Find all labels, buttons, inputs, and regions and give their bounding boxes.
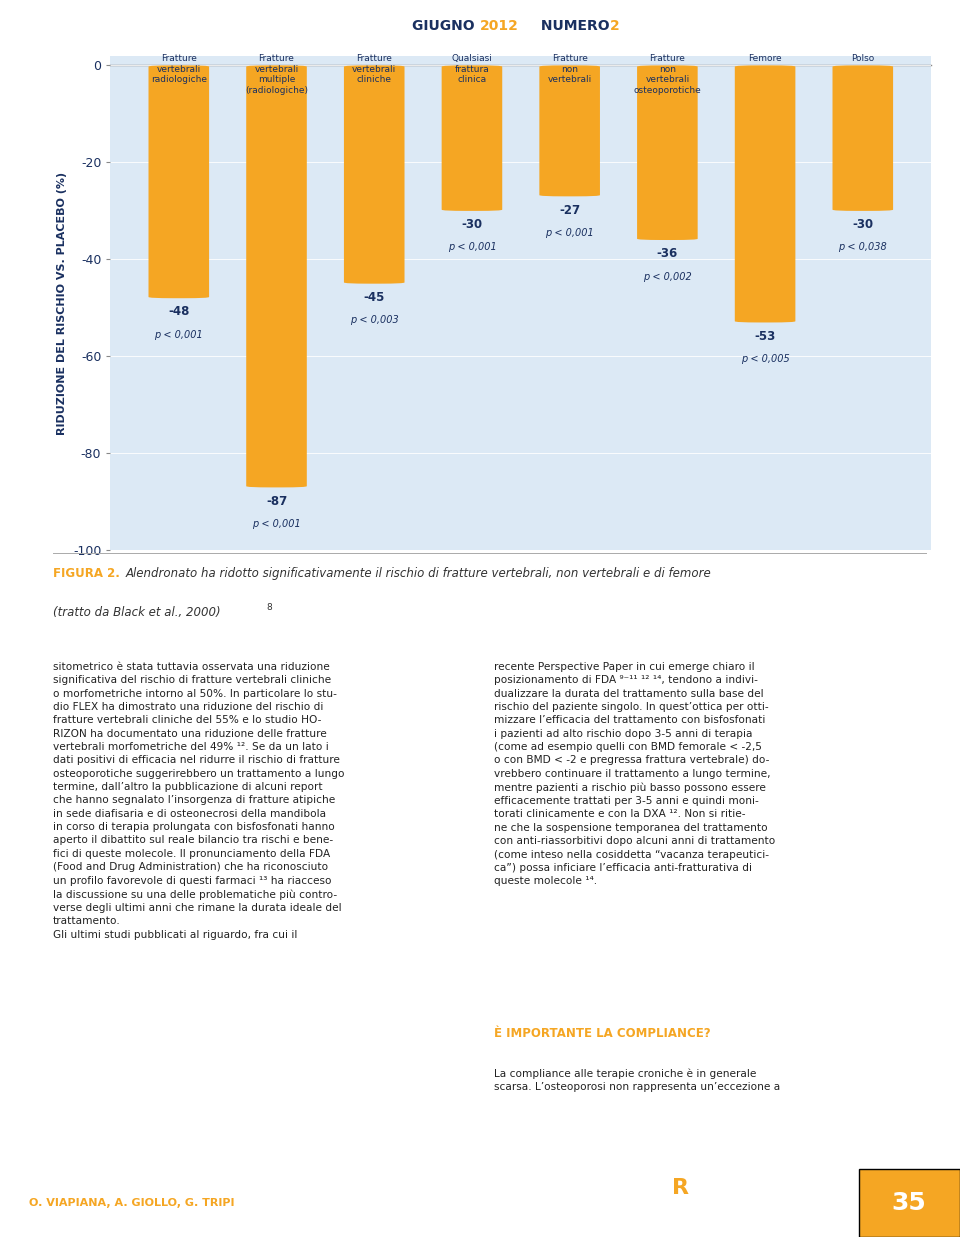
Text: -30: -30 — [462, 218, 483, 231]
Text: p < 0,005: p < 0,005 — [741, 354, 789, 364]
Text: PROBLEMATICHE CLINICHE OSTEO-ARTICOLARI: PROBLEMATICHE CLINICHE OSTEO-ARTICOLARI — [689, 1227, 852, 1233]
FancyBboxPatch shape — [246, 66, 307, 487]
Text: Qualsiasi
frattura
clinica: Qualsiasi frattura clinica — [451, 54, 492, 84]
Text: Fratture
vertebrali
cliniche: Fratture vertebrali cliniche — [352, 54, 396, 84]
Text: Fratture
non
vertebrali: Fratture non vertebrali — [547, 54, 591, 84]
Text: -87: -87 — [266, 495, 287, 507]
FancyBboxPatch shape — [442, 66, 502, 210]
Text: EUMATOLOGIA: EUMATOLOGIA — [689, 1180, 813, 1195]
FancyBboxPatch shape — [149, 66, 209, 298]
Text: pratica: pratica — [691, 1213, 723, 1222]
Text: p < 0,001: p < 0,001 — [252, 520, 300, 529]
Text: Fratture
vertebrali
multiple
(radiologiche): Fratture vertebrali multiple (radiologic… — [245, 54, 308, 94]
Text: La compliance alle terapie croniche è in generale
scarsa. L’osteoporosi non rapp: La compliance alle terapie croniche è in… — [494, 1069, 780, 1092]
Text: Fratture
non
vertebrali
osteoporotiche: Fratture non vertebrali osteoporotiche — [634, 54, 701, 94]
Text: p < 0,001: p < 0,001 — [447, 242, 496, 252]
Text: -30: -30 — [852, 218, 874, 231]
Text: Alendronato ha ridotto significativamente il rischio di fratture vertebrali, non: Alendronato ha ridotto significativament… — [126, 567, 711, 580]
FancyBboxPatch shape — [832, 66, 893, 210]
Text: p < 0,038: p < 0,038 — [838, 242, 887, 252]
Text: Femore: Femore — [748, 54, 781, 63]
Text: -48: -48 — [168, 306, 189, 318]
Text: sitometrico è stata tuttavia osservata una riduzione
significativa del rischio d: sitometrico è stata tuttavia osservata u… — [53, 662, 345, 940]
Text: GIUGNO: GIUGNO — [413, 19, 480, 33]
Text: (tratto da Black et al., 2000): (tratto da Black et al., 2000) — [53, 606, 225, 618]
Text: Polso: Polso — [852, 54, 875, 63]
Text: 35: 35 — [892, 1191, 926, 1215]
Text: p < 0,002: p < 0,002 — [643, 272, 692, 282]
FancyBboxPatch shape — [637, 66, 698, 240]
Text: FIGURA 2.: FIGURA 2. — [53, 567, 120, 580]
FancyBboxPatch shape — [344, 66, 404, 283]
Text: p < 0,001: p < 0,001 — [155, 330, 204, 340]
Text: O. VIAPIANA, A. GIOLLO, G. TRIPI: O. VIAPIANA, A. GIOLLO, G. TRIPI — [29, 1197, 234, 1209]
Text: -45: -45 — [364, 291, 385, 304]
FancyBboxPatch shape — [859, 1169, 960, 1237]
Text: Fratture
vertebrali
radiologiche: Fratture vertebrali radiologiche — [151, 54, 206, 84]
Text: R: R — [672, 1178, 689, 1197]
Y-axis label: RIDUZIONE DEL RISCHIO VS. PLACEBO (%): RIDUZIONE DEL RISCHIO VS. PLACEBO (%) — [58, 172, 67, 434]
Text: p < 0,001: p < 0,001 — [545, 228, 594, 238]
Text: 8: 8 — [266, 602, 272, 612]
Text: 2: 2 — [610, 19, 619, 33]
Text: 2012: 2012 — [480, 19, 518, 33]
FancyBboxPatch shape — [734, 66, 796, 323]
Text: p < 0,003: p < 0,003 — [349, 315, 398, 325]
Text: NUMERO: NUMERO — [536, 19, 614, 33]
Text: -53: -53 — [755, 330, 776, 343]
Text: -36: -36 — [657, 247, 678, 260]
FancyBboxPatch shape — [540, 66, 600, 197]
Text: È IMPORTANTE LA COMPLIANCE?: È IMPORTANTE LA COMPLIANCE? — [494, 1027, 711, 1040]
Text: -27: -27 — [559, 204, 580, 216]
Text: recente ​Perspective Paper​ in cui emerge chiaro il
posizionamento di FDA ⁹⁻¹¹ ¹: recente ​Perspective Paper​ in cui emerg… — [494, 662, 776, 886]
